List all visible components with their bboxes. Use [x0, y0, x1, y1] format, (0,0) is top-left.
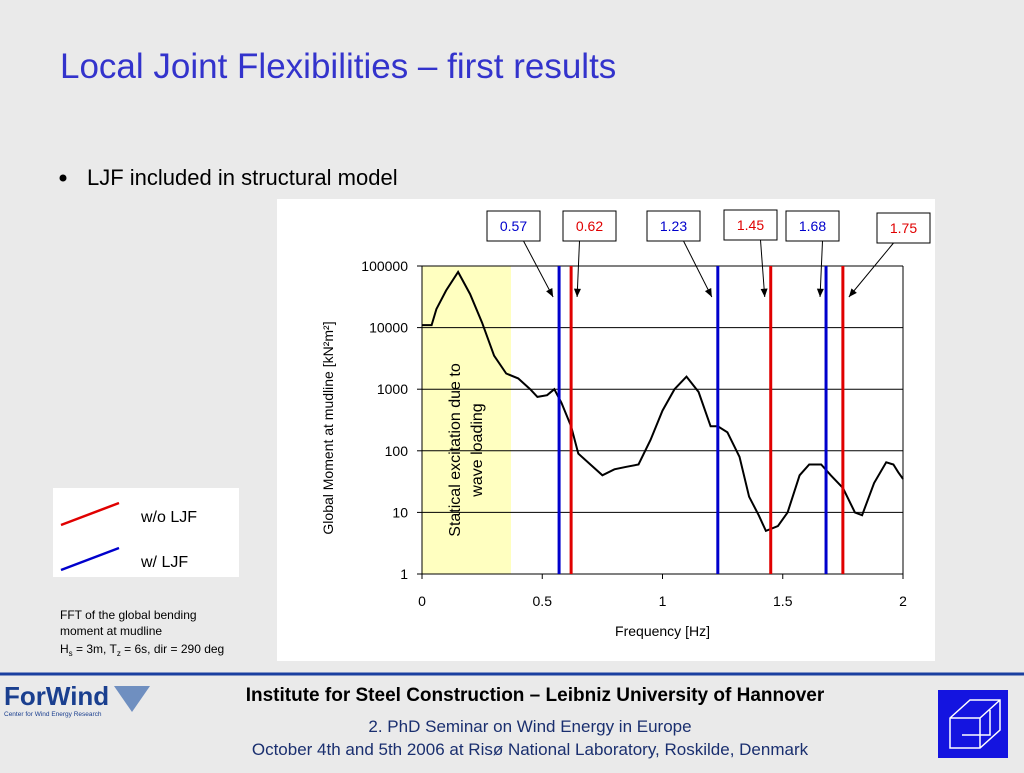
callout-box	[723, 209, 778, 241]
callout-label: 1.23	[660, 218, 687, 234]
footer-event: 2. PhD Seminar on Wind Energy in Europe	[368, 717, 691, 736]
callout-label: 1.45	[737, 217, 764, 233]
callout-box	[486, 210, 541, 242]
shaded-label: wave loading	[469, 403, 486, 497]
legend-label: w/ LJF	[140, 554, 188, 571]
bullet-dot	[59, 174, 67, 182]
y-tick-label: 100	[385, 443, 409, 459]
x-tick-label: 1.5	[773, 593, 793, 609]
callout-arrow	[819, 240, 823, 298]
x-tick-label: 0.5	[533, 593, 553, 609]
shaded-label: Statical excitation due to	[447, 363, 464, 537]
subscript: s	[69, 649, 73, 658]
callout-label: 0.57	[500, 218, 527, 234]
logo-text: ForWind	[4, 681, 109, 711]
footer-institute: Institute for Steel Construction – Leibn…	[246, 685, 825, 706]
arrow-head	[546, 288, 554, 297]
x-tick-label: 0	[418, 593, 426, 609]
callout-arrow	[760, 239, 766, 298]
subscript: z	[117, 649, 121, 658]
note-formula: Hs = 3m, Tz = 6s, dir = 290 deg	[60, 642, 224, 658]
bullet-text: LJF included in structural model	[87, 165, 398, 190]
x-axis-label: Frequency [Hz]	[615, 623, 710, 639]
series-line	[422, 270, 904, 533]
legend-swatch	[60, 501, 120, 527]
y-tick-label: 100000	[361, 258, 408, 274]
y-tick-label: 1000	[377, 381, 408, 397]
y-axis-label: Global Moment at mudline [kN²m²]	[320, 321, 336, 534]
arrow-head	[704, 288, 712, 297]
x-tick-label: 2	[899, 593, 907, 609]
footer-date: October 4th and 5th 2006 at Risø Nationa…	[252, 740, 809, 759]
callout-arrow	[576, 240, 580, 298]
arrow-head	[816, 288, 824, 297]
callout-arrow	[683, 240, 713, 298]
arrow-head	[573, 288, 581, 297]
y-tick-label: 10	[392, 504, 408, 520]
callout-arrow	[848, 242, 894, 298]
formula-text: = 3m, T	[73, 642, 118, 656]
slide-title: Local Joint Flexibilities – first result…	[60, 47, 616, 86]
callout-box	[785, 210, 840, 242]
arrow-head	[760, 288, 768, 297]
formula-text: = 6s, dir = 290 deg	[121, 642, 224, 656]
arrow-head	[848, 288, 857, 297]
y-tick-label: 10000	[369, 320, 408, 336]
note-line: moment at mudline	[60, 624, 162, 638]
callout-box	[646, 210, 701, 242]
callout-arrow	[523, 240, 554, 298]
callout-label: 1.75	[890, 220, 917, 236]
cube-icon	[938, 690, 1008, 758]
formula-text: H	[60, 642, 69, 656]
x-tick-label: 1	[659, 593, 667, 609]
logo-icon	[114, 686, 150, 712]
legend-label: w/o LJF	[140, 509, 197, 526]
callout-box	[876, 212, 931, 244]
callout-label: 0.62	[576, 218, 603, 234]
shaded-region	[422, 266, 511, 574]
callout-label: 1.68	[799, 218, 826, 234]
callout-box	[562, 210, 617, 242]
y-tick-label: 1	[400, 566, 408, 582]
legend-swatch	[60, 546, 120, 572]
note-line: FFT of the global bending	[60, 608, 197, 622]
logo-subtitle: Center for Wind Energy Research	[4, 711, 102, 718]
